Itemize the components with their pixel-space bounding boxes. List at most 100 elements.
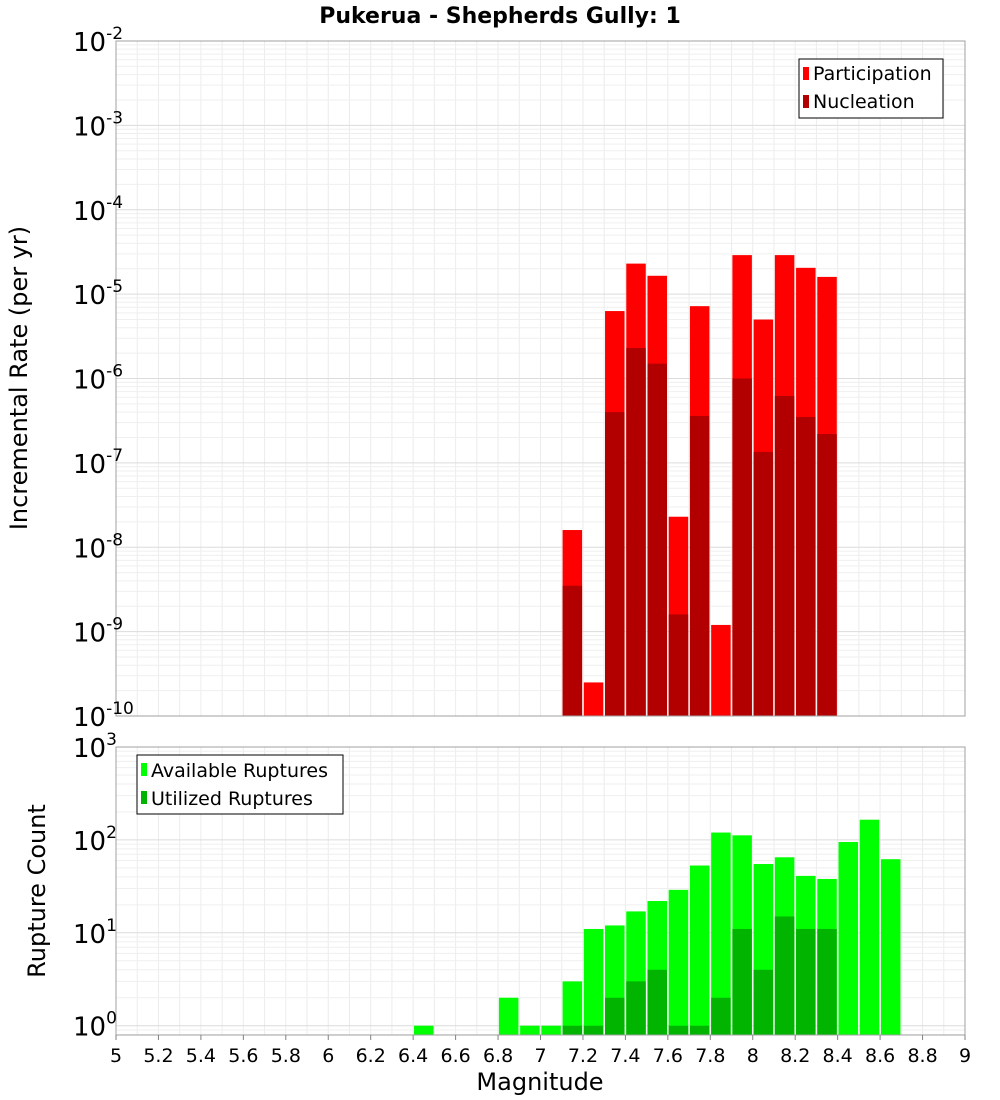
legend-swatch-nucleation [803, 95, 809, 108]
top-panel-frame [115, 40, 966, 717]
x-tick-label: 7.2 [568, 1045, 598, 1067]
y-tick-exponent: 1 [106, 916, 117, 936]
available-ruptures-bar [520, 1025, 540, 1035]
y-tick-exponent: -8 [106, 530, 123, 550]
nucleation-bar [753, 451, 774, 716]
available-ruptures-bar [583, 928, 604, 1035]
x-tick-label: 6.8 [483, 1045, 513, 1067]
top-panel-grid [115, 41, 966, 717]
nucleation-bar [796, 416, 816, 716]
y-tick-label: 10-3 [73, 108, 123, 142]
x-tick-label: 8.6 [865, 1045, 895, 1067]
top-legend: Participation Nucleation [798, 58, 944, 119]
y-tick-base: 10 [73, 281, 106, 311]
x-tick-label: 7 [534, 1045, 546, 1067]
y-tick-exponent: -6 [106, 362, 123, 382]
nucleation-bar [774, 396, 795, 716]
y-tick-exponent: -2 [106, 24, 123, 44]
x-tick-label: 6.6 [440, 1045, 470, 1067]
bottom-legend: Available Ruptures Utilized Ruptures [136, 754, 344, 815]
y-tick-exponent: 2 [106, 823, 117, 843]
y-tick-base: 10 [73, 734, 106, 764]
x-tick-label: 5.4 [186, 1045, 216, 1067]
y-tick-label: 10-7 [73, 446, 123, 480]
available-ruptures-bar [668, 889, 689, 1035]
legend-label-utilized: Utilized Ruptures [151, 788, 313, 810]
y-tick-label: 10-4 [73, 193, 123, 227]
y-tick-exponent: -7 [106, 446, 123, 466]
y-tick-base: 10 [73, 112, 106, 142]
y-tick-exponent: -9 [106, 615, 123, 635]
x-tick-label: 7.8 [695, 1045, 725, 1067]
x-tick-label: 6 [322, 1045, 334, 1067]
bottom-panel-bars [414, 819, 901, 1035]
x-tick-label: 8.4 [823, 1045, 853, 1067]
available-ruptures-bar [498, 997, 519, 1035]
y-tick-label: 102 [73, 823, 117, 857]
nucleation-bar [689, 415, 710, 716]
available-ruptures-bar [414, 1025, 434, 1035]
nucleation-bar [817, 433, 837, 716]
top-legend-frame [798, 58, 944, 119]
participation-bar [583, 682, 604, 716]
x-tick-label: 6.4 [398, 1045, 428, 1067]
chart-title: Pukerua - Shepherds Gully: 1 [319, 4, 681, 29]
y-tick-label: 10-9 [73, 615, 123, 649]
available-ruptures-bar [541, 1025, 561, 1035]
available-ruptures-bar [880, 859, 901, 1035]
y-tick-label: 10-5 [73, 277, 123, 311]
x-tick-label: 5 [110, 1045, 122, 1067]
y-tick-label: 101 [73, 916, 117, 950]
x-tick-label: 5.2 [143, 1045, 173, 1067]
available-ruptures-bar [859, 819, 880, 1035]
legend-swatch-available [141, 763, 147, 776]
utilized-ruptures-bar [753, 969, 774, 1035]
utilized-ruptures-bar [774, 916, 795, 1035]
y-tick-base: 10 [73, 920, 106, 950]
utilized-ruptures-bar [626, 981, 646, 1035]
utilized-ruptures-bar [689, 1025, 710, 1035]
y-tick-base: 10 [73, 450, 106, 480]
bottom-legend-frame [136, 754, 344, 815]
y-tick-base: 10 [73, 703, 106, 733]
utilized-ruptures-bar [796, 928, 816, 1035]
nucleation-bar [668, 614, 689, 716]
nucleation-bar [647, 363, 667, 716]
legend-label-available: Available Ruptures [151, 760, 328, 782]
y-tick-exponent: -4 [106, 193, 123, 213]
nucleation-bar [626, 347, 646, 716]
top-panel-bars [562, 255, 837, 716]
nucleation-bar [562, 585, 583, 716]
utilized-ruptures-bar [647, 969, 667, 1035]
y-tick-exponent: -5 [106, 277, 123, 297]
available-ruptures-bar [711, 832, 731, 1035]
legend-label-nucleation: Nucleation [813, 91, 915, 113]
y-tick-base: 10 [73, 197, 106, 227]
y-tick-base: 10 [73, 366, 106, 396]
utilized-ruptures-bar [605, 997, 625, 1035]
utilized-ruptures-bar [732, 928, 752, 1035]
y-tick-label: 10-6 [73, 362, 123, 396]
y-tick-exponent: 3 [106, 730, 117, 750]
y-tick-label: 10-2 [73, 24, 123, 58]
x-tick-label: 7.4 [610, 1045, 640, 1067]
x-tick-label: 9 [959, 1045, 971, 1067]
utilized-ruptures-bar [817, 928, 837, 1035]
available-ruptures-bar [562, 981, 583, 1035]
legend-label-participation: Participation [813, 63, 932, 85]
y-tick-exponent: 0 [106, 1009, 117, 1029]
bottom-y-axis-label: Rupture Count [23, 804, 51, 978]
y-tick-base: 10 [73, 1013, 106, 1043]
y-tick-base: 10 [73, 534, 106, 564]
y-tick-base: 10 [73, 827, 106, 857]
legend-swatch-utilized [141, 791, 147, 804]
bottom-panel-x-ticks: 5 5.2 5.4 5.6 5.8 6 6.2 6.4 6.6 6.8 7 7.2 7.4 7.6 7.8 8… [110, 1035, 971, 1067]
y-tick-exponent: -3 [106, 108, 123, 128]
top-y-axis-label: Incremental Rate (per yr) [5, 226, 33, 530]
y-tick-label: 100 [73, 1009, 117, 1043]
x-tick-label: 7.6 [653, 1045, 683, 1067]
available-ruptures-bar [838, 841, 859, 1035]
